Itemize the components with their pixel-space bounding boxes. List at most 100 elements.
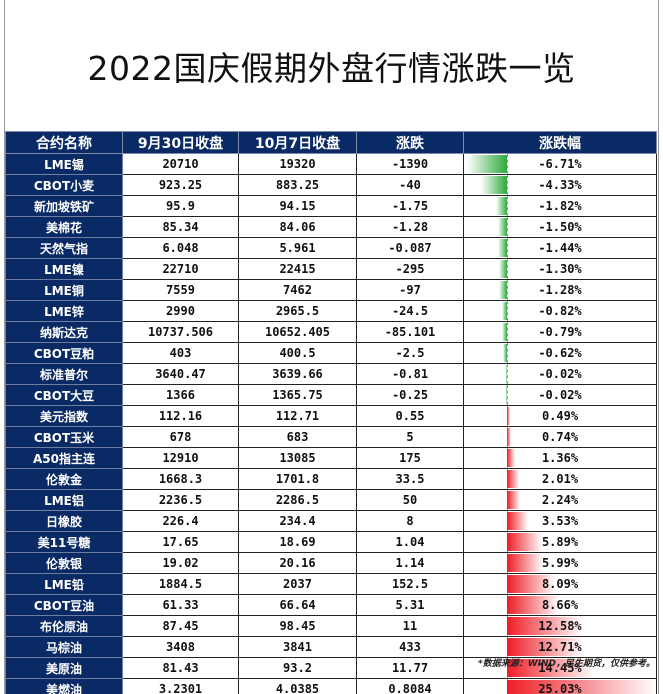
change-pct-label: 5.99% [541, 556, 579, 570]
close-oct7-cell: 683 [238, 426, 357, 448]
close-sep30-cell: 1884.5 [122, 573, 239, 595]
table-row: 伦敦金 1668.3 1701.8 33.5 2.01% [5, 468, 657, 490]
close-oct7-cell: 2965.5 [238, 300, 357, 322]
close-oct7-cell: 1701.8 [238, 468, 357, 490]
databar-axis [507, 175, 508, 195]
close-oct7-cell: 7462 [238, 279, 357, 301]
change-databar [507, 470, 519, 488]
change-databar [507, 638, 583, 656]
change-pct-label: 14.45% [538, 661, 582, 675]
close-sep30-cell: 678 [122, 426, 239, 448]
table-body: LME锡 20710 19320 -1390 -6.71% CBOT小麦 923.25 883… [5, 153, 657, 694]
change-pct-cell: -1.44% [463, 237, 657, 259]
table-row: 新加坡铁矿 95.9 94.15 -1.75 -1.82% [5, 195, 657, 217]
page-title: 2022国庆假期外盘行情涨跌一览 [87, 48, 576, 88]
change-databar [503, 344, 507, 362]
contract-name-cell: 马棕油 [5, 636, 123, 658]
close-oct7-cell: 18.69 [238, 531, 357, 553]
change-cell: 33.5 [356, 468, 464, 490]
close-oct7-cell: 2037 [238, 573, 357, 595]
change-cell: -24.5 [356, 300, 464, 322]
contract-name-cell: CBOT豆油 [5, 594, 123, 616]
change-cell: 152.5 [356, 573, 464, 595]
header-change: 涨跌 [356, 131, 464, 154]
change-pct-label: 0.49% [541, 409, 579, 423]
table-row: 美原油 81.43 93.2 11.77 14.45% [5, 657, 657, 679]
change-pct-cell: -0.02% [463, 384, 657, 406]
close-sep30-cell: 81.43 [122, 657, 239, 679]
close-oct7-cell: 22415 [238, 258, 357, 280]
close-oct7-cell: 112.71 [238, 405, 357, 427]
table-row: 布伦原油 87.45 98.45 11 12.58% [5, 615, 657, 637]
table-row: CBOT大豆 1366 1365.75 -0.25 -0.02% [5, 384, 657, 406]
change-cell: 433 [356, 636, 464, 658]
close-oct7-cell: 93.2 [238, 657, 357, 679]
close-sep30-cell: 3408 [122, 636, 239, 658]
close-oct7-cell: 94.15 [238, 195, 357, 217]
close-sep30-cell: 17.65 [122, 531, 239, 553]
change-pct-label: 2.24% [541, 493, 579, 507]
databar-axis [507, 154, 508, 174]
change-pct-label: 12.71% [538, 640, 582, 654]
table-row: LME锌 2990 2965.5 -24.5 -0.82% [5, 300, 657, 322]
table-row: CBOT豆油 61.33 66.64 5.31 8.66% [5, 594, 657, 616]
change-databar [498, 218, 507, 236]
change-databar [507, 680, 656, 694]
change-databar [481, 176, 507, 194]
contract-name-cell: CBOT豆粕 [5, 342, 123, 364]
close-oct7-cell: 20.16 [238, 552, 357, 574]
change-databar [507, 428, 511, 446]
change-pct-label: -0.82% [538, 304, 582, 318]
change-pct-cell: 25.03% [463, 678, 657, 694]
change-pct-cell: 5.99% [463, 552, 657, 574]
contract-name-cell: LME锡 [5, 153, 123, 175]
change-pct-cell: 14.45% [463, 657, 657, 679]
contract-name-cell: LME锌 [5, 300, 123, 322]
change-cell: 0.55 [356, 405, 464, 427]
change-cell: -40 [356, 174, 464, 196]
change-cell: -0.81 [356, 363, 464, 385]
table-header-row: 合约名称 9月30日收盘 10月7日收盘 涨跌 涨跌幅 [5, 131, 657, 154]
change-databar [496, 197, 507, 215]
change-pct-label: 12.58% [538, 619, 582, 633]
change-pct-label: -1.44% [538, 241, 582, 255]
contract-name-cell: LME铝 [5, 489, 123, 511]
table-row: LME镍 22710 22415 -295 -1.30% [5, 258, 657, 280]
close-sep30-cell: 923.25 [122, 174, 239, 196]
change-pct-label: 1.36% [541, 451, 579, 465]
change-cell: -85.101 [356, 321, 464, 343]
close-sep30-cell: 1668.3 [122, 468, 239, 490]
close-oct7-cell: 3841 [238, 636, 357, 658]
close-oct7-cell: 400.5 [238, 342, 357, 364]
change-databar [507, 407, 510, 425]
change-cell: -97 [356, 279, 464, 301]
close-oct7-cell: 883.25 [238, 174, 357, 196]
contract-name-cell: LME铅 [5, 573, 123, 595]
contract-name-cell: 美11号糖 [5, 531, 123, 553]
change-databar [507, 617, 582, 635]
close-sep30-cell: 226.4 [122, 510, 239, 532]
table-row: A50指主连 12910 13085 175 1.36% [5, 447, 657, 469]
databar-axis [507, 238, 508, 258]
change-databar [507, 575, 555, 593]
databar-axis [507, 343, 508, 363]
contract-name-cell: 美元指数 [5, 405, 123, 427]
close-sep30-cell: 2990 [122, 300, 239, 322]
change-cell: 1.04 [356, 531, 464, 553]
contract-name-cell: 纳斯达克 [5, 321, 123, 343]
table-row: LME铝 2236.5 2286.5 50 2.24% [5, 489, 657, 511]
close-oct7-cell: 10652.405 [238, 321, 357, 343]
change-databar [467, 155, 507, 173]
change-pct-cell: 3.53% [463, 510, 657, 532]
close-sep30-cell: 10737.506 [122, 321, 239, 343]
futures-table: 合约名称 9月30日收盘 10月7日收盘 涨跌 涨跌幅 LME锡 20710 193… [5, 131, 657, 694]
close-sep30-cell: 85.34 [122, 216, 239, 238]
change-pct-label: 5.89% [541, 535, 579, 549]
change-cell: -1.75 [356, 195, 464, 217]
table-row: LME铜 7559 7462 -97 -1.28% [5, 279, 657, 301]
close-sep30-cell: 3640.47 [122, 363, 239, 385]
source-note: *数据来源：WIND，民生期货，仅供参考。 [478, 659, 655, 669]
close-sep30-cell: 87.45 [122, 615, 239, 637]
change-pct-label: -6.71% [538, 157, 582, 171]
contract-name-cell: 日橡胶 [5, 510, 123, 532]
